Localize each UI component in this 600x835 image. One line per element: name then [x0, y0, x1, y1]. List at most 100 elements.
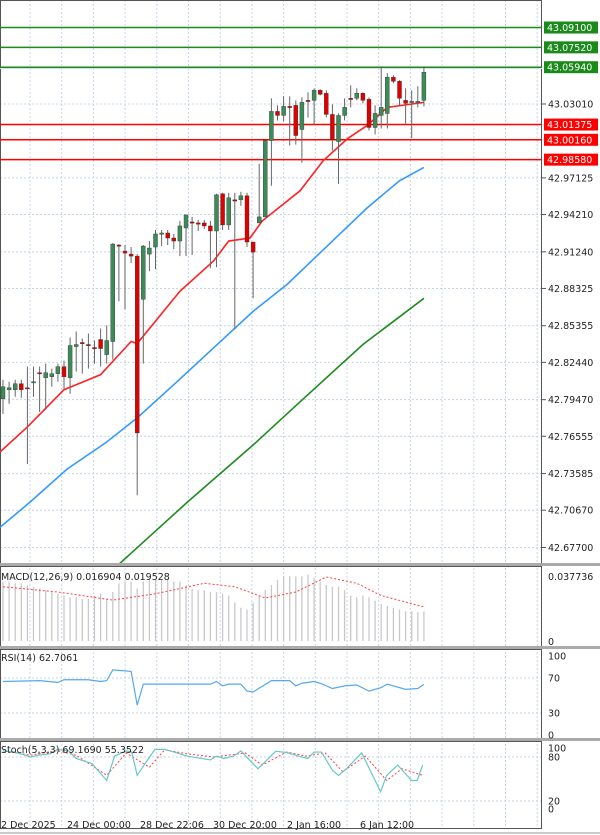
candle-body-down — [208, 225, 213, 232]
candle-body-down — [116, 244, 122, 247]
candle — [183, 214, 189, 257]
candle-body-up — [183, 214, 189, 229]
candle — [299, 97, 305, 163]
price-tick-label: 42.91240 — [548, 247, 593, 258]
stoch-label: Stoch(5,3,3) 69.1690 55.3522 — [1, 745, 144, 756]
panel-separator — [0, 646, 600, 649]
candle-body-down — [165, 232, 170, 239]
macd-label: MACD(12,26,9) 0.016904 0.019528 — [1, 572, 170, 583]
candle — [189, 216, 195, 256]
price-axis: 43.03010 42.97125 42.94210 42.91240 42.88325… — [542, 21, 598, 554]
macd-plot — [2, 574, 425, 641]
macd-axis-label: 0 — [548, 637, 554, 648]
candle-body-down — [330, 114, 335, 140]
candle-body-up — [31, 381, 36, 384]
candle-body-up — [299, 102, 305, 130]
candle — [391, 75, 396, 84]
candle — [104, 325, 109, 364]
candle-body-up — [67, 345, 73, 378]
price-tick-label: 42.79470 — [548, 395, 593, 406]
candle — [55, 363, 61, 382]
candle-body-up — [409, 101, 414, 103]
level-price-label: 43.05940 — [547, 63, 592, 74]
candle-body-up — [311, 90, 317, 101]
candle — [141, 245, 146, 364]
candle-body-down — [287, 106, 292, 108]
candle-body-up — [336, 115, 341, 142]
candle-body-down — [397, 81, 402, 99]
stoch-signal-line — [2, 749, 423, 782]
candle — [366, 97, 372, 131]
candle-body-up — [226, 197, 231, 226]
time-axis-label: 6 Jan 12:00 — [360, 820, 414, 831]
candle — [86, 333, 91, 369]
candle-body-up — [421, 72, 427, 101]
candle — [238, 191, 244, 206]
candle — [336, 113, 341, 184]
price-tick-label: 42.97125 — [548, 173, 593, 184]
stoch-axis-label: 80 — [548, 753, 560, 764]
candle-body-up — [0, 386, 6, 399]
rsi-axis-label: 30 — [548, 709, 560, 720]
candle — [324, 90, 329, 118]
candle — [385, 73, 390, 129]
candle-body-down — [37, 372, 42, 375]
candle — [73, 331, 79, 372]
candle — [348, 85, 353, 108]
candle — [49, 368, 54, 387]
candle-body-up — [159, 232, 164, 235]
candle-body-up — [73, 344, 79, 347]
candle — [202, 219, 207, 229]
price-tick-label: 42.73585 — [548, 469, 593, 480]
candle — [311, 88, 317, 126]
candle — [318, 89, 323, 96]
candle — [287, 96, 292, 146]
candle-body-up — [263, 140, 268, 218]
candle — [171, 233, 177, 250]
grid — [0, 0, 542, 828]
candle — [360, 92, 366, 104]
time-axis-label: 24 Dec 00:00 — [67, 820, 131, 831]
candle — [305, 92, 311, 118]
stoch-axis-label: 20 — [548, 797, 560, 808]
time-axis-label: 22 Dec 2025 — [0, 820, 56, 831]
candle-body-down — [61, 366, 67, 377]
candle — [61, 360, 67, 389]
candle-body-up — [6, 387, 12, 390]
candle-body-down — [80, 342, 85, 344]
candle — [80, 338, 85, 374]
rsi-axis-label: 100 — [548, 652, 566, 663]
candle — [269, 98, 274, 186]
stoch-axis-label: 100 — [548, 744, 566, 755]
candle — [134, 254, 140, 496]
level-price-badge — [544, 118, 598, 131]
candle — [379, 66, 384, 129]
candle — [98, 328, 103, 367]
candle — [147, 241, 152, 272]
candle-body-down — [324, 93, 329, 115]
candle-body-up — [147, 247, 152, 255]
price-tick-label: 42.82440 — [548, 358, 593, 369]
candle — [403, 88, 408, 124]
candle-body-down — [244, 195, 250, 243]
main-plot — [0, 66, 427, 563]
price-tick-label: 42.67700 — [548, 543, 593, 554]
candle-body-down — [250, 241, 256, 253]
price-tick-label: 42.70670 — [548, 506, 593, 517]
candle — [19, 379, 24, 398]
level-price-label: 43.07520 — [547, 43, 592, 54]
level-price-label: 42.98580 — [547, 155, 592, 166]
candle — [165, 229, 170, 246]
candle — [409, 90, 414, 139]
candle — [67, 337, 73, 394]
panel-frame — [0, 741, 542, 829]
time-axis-label: 2 Jan 16:00 — [287, 820, 341, 831]
candle — [214, 193, 219, 268]
candle-body-up — [385, 77, 390, 114]
macd-axis-label: 0.037736 — [548, 572, 593, 583]
candle-body-down — [391, 77, 396, 82]
candle — [153, 229, 158, 270]
candle-body-up — [49, 373, 54, 377]
candle-body-down — [189, 221, 195, 224]
